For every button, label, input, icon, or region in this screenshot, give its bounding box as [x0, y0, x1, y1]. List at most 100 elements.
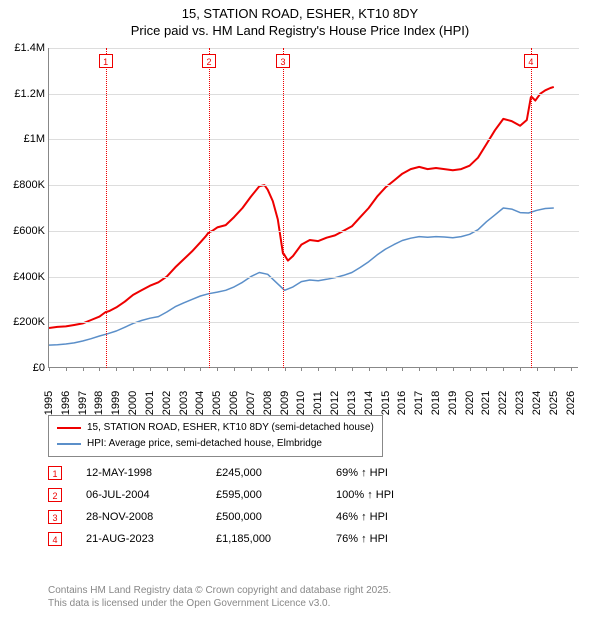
x-axis-tick [150, 367, 151, 371]
x-axis-tick [133, 367, 134, 371]
sale-num: 1 [48, 466, 62, 480]
x-axis-tick [217, 367, 218, 371]
footer-line2: This data is licensed under the Open Gov… [48, 597, 391, 610]
gridline-h [49, 322, 579, 323]
x-axis-tick [571, 367, 572, 371]
x-axis-label: 2013 [346, 388, 358, 418]
x-axis-tick [268, 367, 269, 371]
x-axis-label: 1995 [43, 388, 55, 418]
y-axis-label: £800K [5, 179, 45, 191]
sale-marker-box: 4 [524, 54, 538, 68]
x-axis-label: 2002 [161, 388, 173, 418]
x-axis-tick [386, 367, 387, 371]
x-axis-tick [66, 367, 67, 371]
x-axis-tick [200, 367, 201, 371]
x-axis-label: 2001 [144, 388, 156, 418]
x-axis-tick [520, 367, 521, 371]
gridline-h [49, 277, 579, 278]
chart-area: £0£200K£400K£600K£800K£1M£1.2M£1.4M19951… [48, 48, 578, 368]
sale-diff: 76% ↑ HPI [336, 533, 426, 545]
sale-marker-box: 1 [99, 54, 113, 68]
chart-lines [49, 48, 579, 368]
x-axis-tick [116, 367, 117, 371]
x-axis-tick [486, 367, 487, 371]
x-axis-tick [318, 367, 319, 371]
gridline-h [49, 139, 579, 140]
x-axis-label: 2011 [312, 388, 324, 418]
sale-date: 21-AUG-2023 [86, 533, 216, 545]
gridline-h [49, 231, 579, 232]
sale-date: 12-MAY-1998 [86, 467, 216, 479]
x-axis-label: 2025 [548, 388, 560, 418]
x-axis-tick [184, 367, 185, 371]
y-axis-label: £0 [5, 362, 45, 374]
x-axis-label: 1999 [110, 388, 122, 418]
y-axis-label: £1.4M [5, 42, 45, 54]
sale-num: 4 [48, 532, 62, 546]
gridline-h [49, 48, 579, 49]
x-axis-label: 2017 [413, 388, 425, 418]
sale-marker-line [531, 48, 532, 368]
sale-price: £500,000 [216, 511, 336, 523]
y-axis-label: £1.2M [5, 88, 45, 100]
chart-subtitle: Price paid vs. HM Land Registry's House … [0, 23, 600, 38]
x-axis-label: 2023 [514, 388, 526, 418]
footer-line1: Contains HM Land Registry data © Crown c… [48, 584, 391, 597]
sale-diff: 69% ↑ HPI [336, 467, 426, 479]
sale-diff: 46% ↑ HPI [336, 511, 426, 523]
chart-title: 15, STATION ROAD, ESHER, KT10 8DY [0, 6, 600, 21]
x-axis-tick [285, 367, 286, 371]
x-axis-label: 2010 [295, 388, 307, 418]
sale-date: 28-NOV-2008 [86, 511, 216, 523]
x-axis-tick [436, 367, 437, 371]
footer-attribution: Contains HM Land Registry data © Crown c… [48, 584, 391, 610]
x-axis-label: 2014 [363, 388, 375, 418]
sale-marker-box: 2 [202, 54, 216, 68]
x-axis-label: 2003 [178, 388, 190, 418]
gridline-h [49, 94, 579, 95]
x-axis-label: 2024 [531, 388, 543, 418]
sale-price: £1,185,000 [216, 533, 336, 545]
legend-item: HPI: Average price, semi-detached house,… [57, 436, 374, 452]
x-axis-label: 2004 [194, 388, 206, 418]
x-axis-label: 2005 [211, 388, 223, 418]
legend-item: 15, STATION ROAD, ESHER, KT10 8DY (semi-… [57, 420, 374, 436]
legend: 15, STATION ROAD, ESHER, KT10 8DY (semi-… [48, 415, 383, 457]
legend-label: HPI: Average price, semi-detached house,… [87, 436, 322, 452]
sale-row: 206-JUL-2004£595,000100% ↑ HPI [48, 484, 426, 506]
x-axis-tick [470, 367, 471, 371]
x-axis-tick [234, 367, 235, 371]
x-axis-label: 2012 [329, 388, 341, 418]
x-axis-tick [419, 367, 420, 371]
sale-diff: 100% ↑ HPI [336, 489, 426, 501]
sale-marker-box: 3 [276, 54, 290, 68]
x-axis-tick [49, 367, 50, 371]
sale-row: 328-NOV-2008£500,00046% ↑ HPI [48, 506, 426, 528]
x-axis-label: 2016 [396, 388, 408, 418]
sale-price: £595,000 [216, 489, 336, 501]
gridline-h [49, 185, 579, 186]
x-axis-label: 1998 [93, 388, 105, 418]
sale-row: 4 21-AUG-2023£1,185,00076% ↑ HPI [48, 528, 426, 550]
x-axis-label: 2015 [380, 388, 392, 418]
x-axis-tick [83, 367, 84, 371]
x-axis-label: 2009 [279, 388, 291, 418]
x-axis-label: 1996 [60, 388, 72, 418]
x-axis-label: 2006 [228, 388, 240, 418]
x-axis-tick [503, 367, 504, 371]
x-axis-tick [537, 367, 538, 371]
sale-row: 1 12-MAY-1998£245,00069% ↑ HPI [48, 462, 426, 484]
y-axis-label: £200K [5, 316, 45, 328]
x-axis-label: 2018 [430, 388, 442, 418]
x-axis-tick [335, 367, 336, 371]
sale-date: 06-JUL-2004 [86, 489, 216, 501]
sale-price: £245,000 [216, 467, 336, 479]
x-axis-label: 2021 [480, 388, 492, 418]
sales-table: 1 12-MAY-1998£245,00069% ↑ HPI 206-JUL-200… [48, 462, 426, 550]
x-axis-label: 2022 [497, 388, 509, 418]
x-axis-label: 2007 [245, 388, 257, 418]
y-axis-label: £400K [5, 271, 45, 283]
x-axis-tick [99, 367, 100, 371]
x-axis-tick [301, 367, 302, 371]
legend-swatch [57, 427, 81, 429]
